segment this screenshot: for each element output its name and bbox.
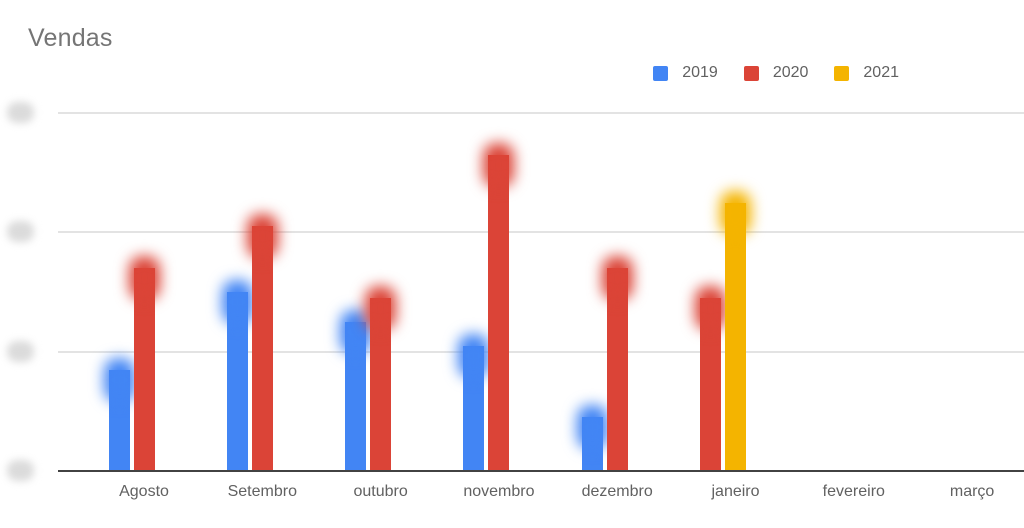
bar-top-blur — [576, 405, 608, 450]
bar-top-blur — [128, 256, 160, 301]
legend-item-2019[interactable]: 2019 — [653, 64, 718, 82]
bar-body — [700, 297, 721, 471]
y-gridline — [58, 350, 1024, 353]
x-axis-label-dezembro: dezembro — [581, 483, 653, 500]
bar-top-blur — [720, 190, 751, 235]
bar-2019-Agosto[interactable] — [103, 357, 135, 471]
bar-body — [345, 321, 367, 471]
legend-label: 2020 — [772, 64, 809, 81]
x-axis-label-março: março — [949, 483, 995, 500]
legend-item-2020[interactable]: 2020 — [743, 64, 809, 82]
bar-2019-Setembro[interactable] — [221, 280, 253, 471]
bar-2019-dezembro[interactable] — [576, 405, 608, 471]
bar-2019-outubro[interactable] — [340, 309, 372, 471]
y-axis-label-redacted — [7, 340, 34, 362]
bar-top-blur — [246, 214, 278, 259]
y-axis-label-redacted — [7, 460, 34, 481]
bar-top-blur — [221, 280, 253, 324]
x-axis-label-novembro: novembro — [463, 483, 535, 500]
bar-2020-novembro[interactable] — [483, 142, 515, 471]
bar-top-blur — [601, 256, 633, 301]
bar-2020-Agosto[interactable] — [128, 256, 160, 471]
legend-swatch-icon — [743, 65, 759, 81]
bar-2020-Setembro[interactable] — [246, 214, 278, 471]
y-gridline — [58, 112, 1024, 114]
chart-title: Vendas — [28, 24, 113, 52]
y-gridline — [58, 231, 1024, 234]
bar-body — [370, 297, 392, 471]
legend-label: 2021 — [863, 64, 899, 81]
bar-2020-janeiro[interactable] — [695, 285, 726, 471]
bar-body — [251, 226, 273, 471]
bar-top-blur — [365, 285, 397, 330]
bar-2020-dezembro[interactable] — [601, 256, 633, 471]
x-axis-baseline — [58, 470, 1024, 472]
bar-top-blur — [103, 357, 135, 402]
chart-legend: 2019 2020 2021 — [653, 64, 899, 82]
bar-2019-novembro[interactable] — [458, 333, 490, 471]
x-axis-label-janeiro: janeiro — [711, 483, 760, 500]
bar-body — [606, 268, 628, 471]
bar-body — [133, 268, 155, 471]
bar-top-blur — [483, 142, 515, 187]
bar-top-blur — [695, 285, 726, 330]
bar-top-blur — [458, 333, 490, 378]
y-axis-label-redacted — [7, 102, 34, 123]
legend-label: 2019 — [682, 64, 718, 81]
legend-swatch-icon — [653, 65, 669, 81]
x-axis-label-fevereiro: fevereiro — [822, 483, 885, 500]
y-axis-label-redacted — [7, 221, 34, 243]
x-axis-label-Agosto: Agosto — [119, 483, 169, 500]
x-axis-label-outubro: outubro — [353, 483, 408, 500]
bar-body — [488, 154, 510, 471]
x-axis-label-Setembro: Setembro — [227, 483, 297, 500]
bar-2020-outubro[interactable] — [365, 285, 397, 471]
legend-swatch-icon — [834, 65, 850, 81]
bar-body — [226, 292, 248, 471]
legend-item-2021[interactable]: 2021 — [834, 64, 899, 82]
bar-body — [725, 202, 746, 471]
bar-2021-janeiro[interactable] — [720, 190, 751, 471]
